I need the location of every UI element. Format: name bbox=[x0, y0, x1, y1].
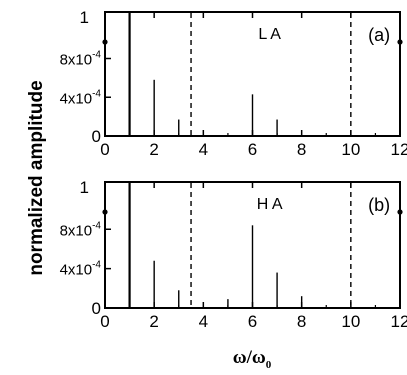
x-tick-label: 10 bbox=[341, 140, 360, 159]
y-tick-label-base: 8x10 bbox=[60, 52, 93, 69]
axis-break-left bbox=[102, 209, 108, 215]
series-label: H A bbox=[257, 196, 283, 213]
y-tick-label-base: 0 bbox=[92, 299, 101, 318]
x-tick-label: 2 bbox=[149, 140, 158, 159]
y-tick-label: 8x10-4 bbox=[60, 220, 102, 239]
y-top-label: 1 bbox=[80, 8, 89, 27]
y-tick-label-exponent: -4 bbox=[92, 260, 101, 271]
x-tick-label: 6 bbox=[248, 140, 257, 159]
series-label: L A bbox=[258, 26, 281, 43]
x-tick-label: 12 bbox=[391, 140, 407, 159]
axis-break-left bbox=[102, 39, 108, 45]
x-tick-label: 0 bbox=[100, 312, 109, 331]
x-tick-label: 10 bbox=[341, 312, 360, 331]
x-tick-label: 0 bbox=[100, 140, 109, 159]
y-tick-label-base: 8x10 bbox=[60, 222, 93, 239]
y-axis-title: normalized amplitude bbox=[26, 80, 47, 275]
x-tick-label: 8 bbox=[297, 312, 306, 331]
x-tick-label: 2 bbox=[149, 312, 158, 331]
x-tick-label: 6 bbox=[248, 312, 257, 331]
y-tick-label-exponent: -4 bbox=[92, 50, 101, 61]
axis-break-right bbox=[397, 209, 403, 215]
y-tick-label-base: 4x10 bbox=[60, 90, 93, 107]
y-tick-label-base: 0 bbox=[92, 127, 101, 146]
y-top-label: 1 bbox=[80, 178, 89, 197]
y-tick-label-exponent: -4 bbox=[92, 88, 101, 99]
x-tick-label: 4 bbox=[199, 312, 208, 331]
axis-break-right bbox=[397, 39, 403, 45]
panel-label: (b) bbox=[368, 195, 390, 215]
panel-label: (a) bbox=[368, 25, 390, 45]
x-tick-label: 4 bbox=[199, 140, 208, 159]
y-tick-label-exponent: -4 bbox=[92, 220, 101, 231]
y-tick-label: 8x10-4 bbox=[60, 50, 102, 69]
y-tick-label: 4x10-4 bbox=[60, 260, 102, 279]
x-axis-title: ω/ω0 bbox=[233, 347, 272, 371]
x-tick-label: 12 bbox=[391, 312, 407, 331]
x-tick-label: 8 bbox=[297, 140, 306, 159]
y-tick-label-base: 4x10 bbox=[60, 262, 93, 279]
y-tick-label: 0 bbox=[92, 127, 101, 146]
y-tick-label: 0 bbox=[92, 299, 101, 318]
y-tick-label: 4x10-4 bbox=[60, 88, 102, 107]
